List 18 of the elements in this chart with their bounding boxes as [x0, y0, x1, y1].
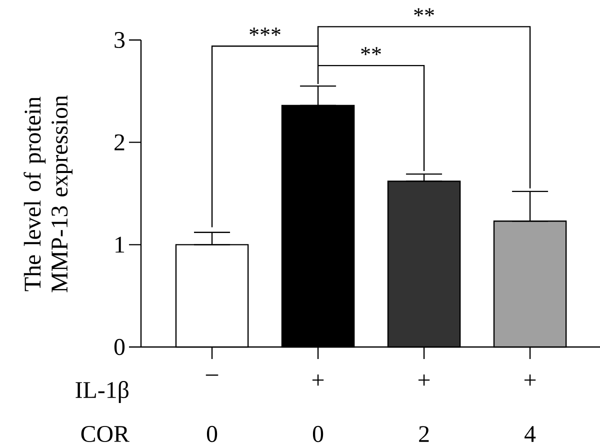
x-tick-label: +: [312, 374, 324, 386]
y-tick-label: 1: [116, 236, 124, 253]
y-axis-title: The level of protein MMP-13 expression: [24, 95, 72, 292]
text: 0: [206, 426, 218, 442]
text: ***: [250, 28, 280, 36]
text: IL-1β: [76, 381, 128, 403]
y-tick-label: 0: [114, 338, 125, 356]
annotation: **: [361, 47, 381, 56]
text: **: [414, 8, 434, 16]
x-tick-label: +: [524, 374, 536, 386]
text: 2: [419, 426, 429, 442]
text: COR: [81, 426, 130, 442]
x-tick-label: –: [206, 374, 218, 376]
y-tick-label: 2: [114, 134, 124, 150]
y-tick-label: 3: [114, 32, 125, 48]
text: 0: [312, 426, 324, 442]
text: 4: [524, 426, 536, 442]
x-tick-label: +: [418, 374, 430, 386]
